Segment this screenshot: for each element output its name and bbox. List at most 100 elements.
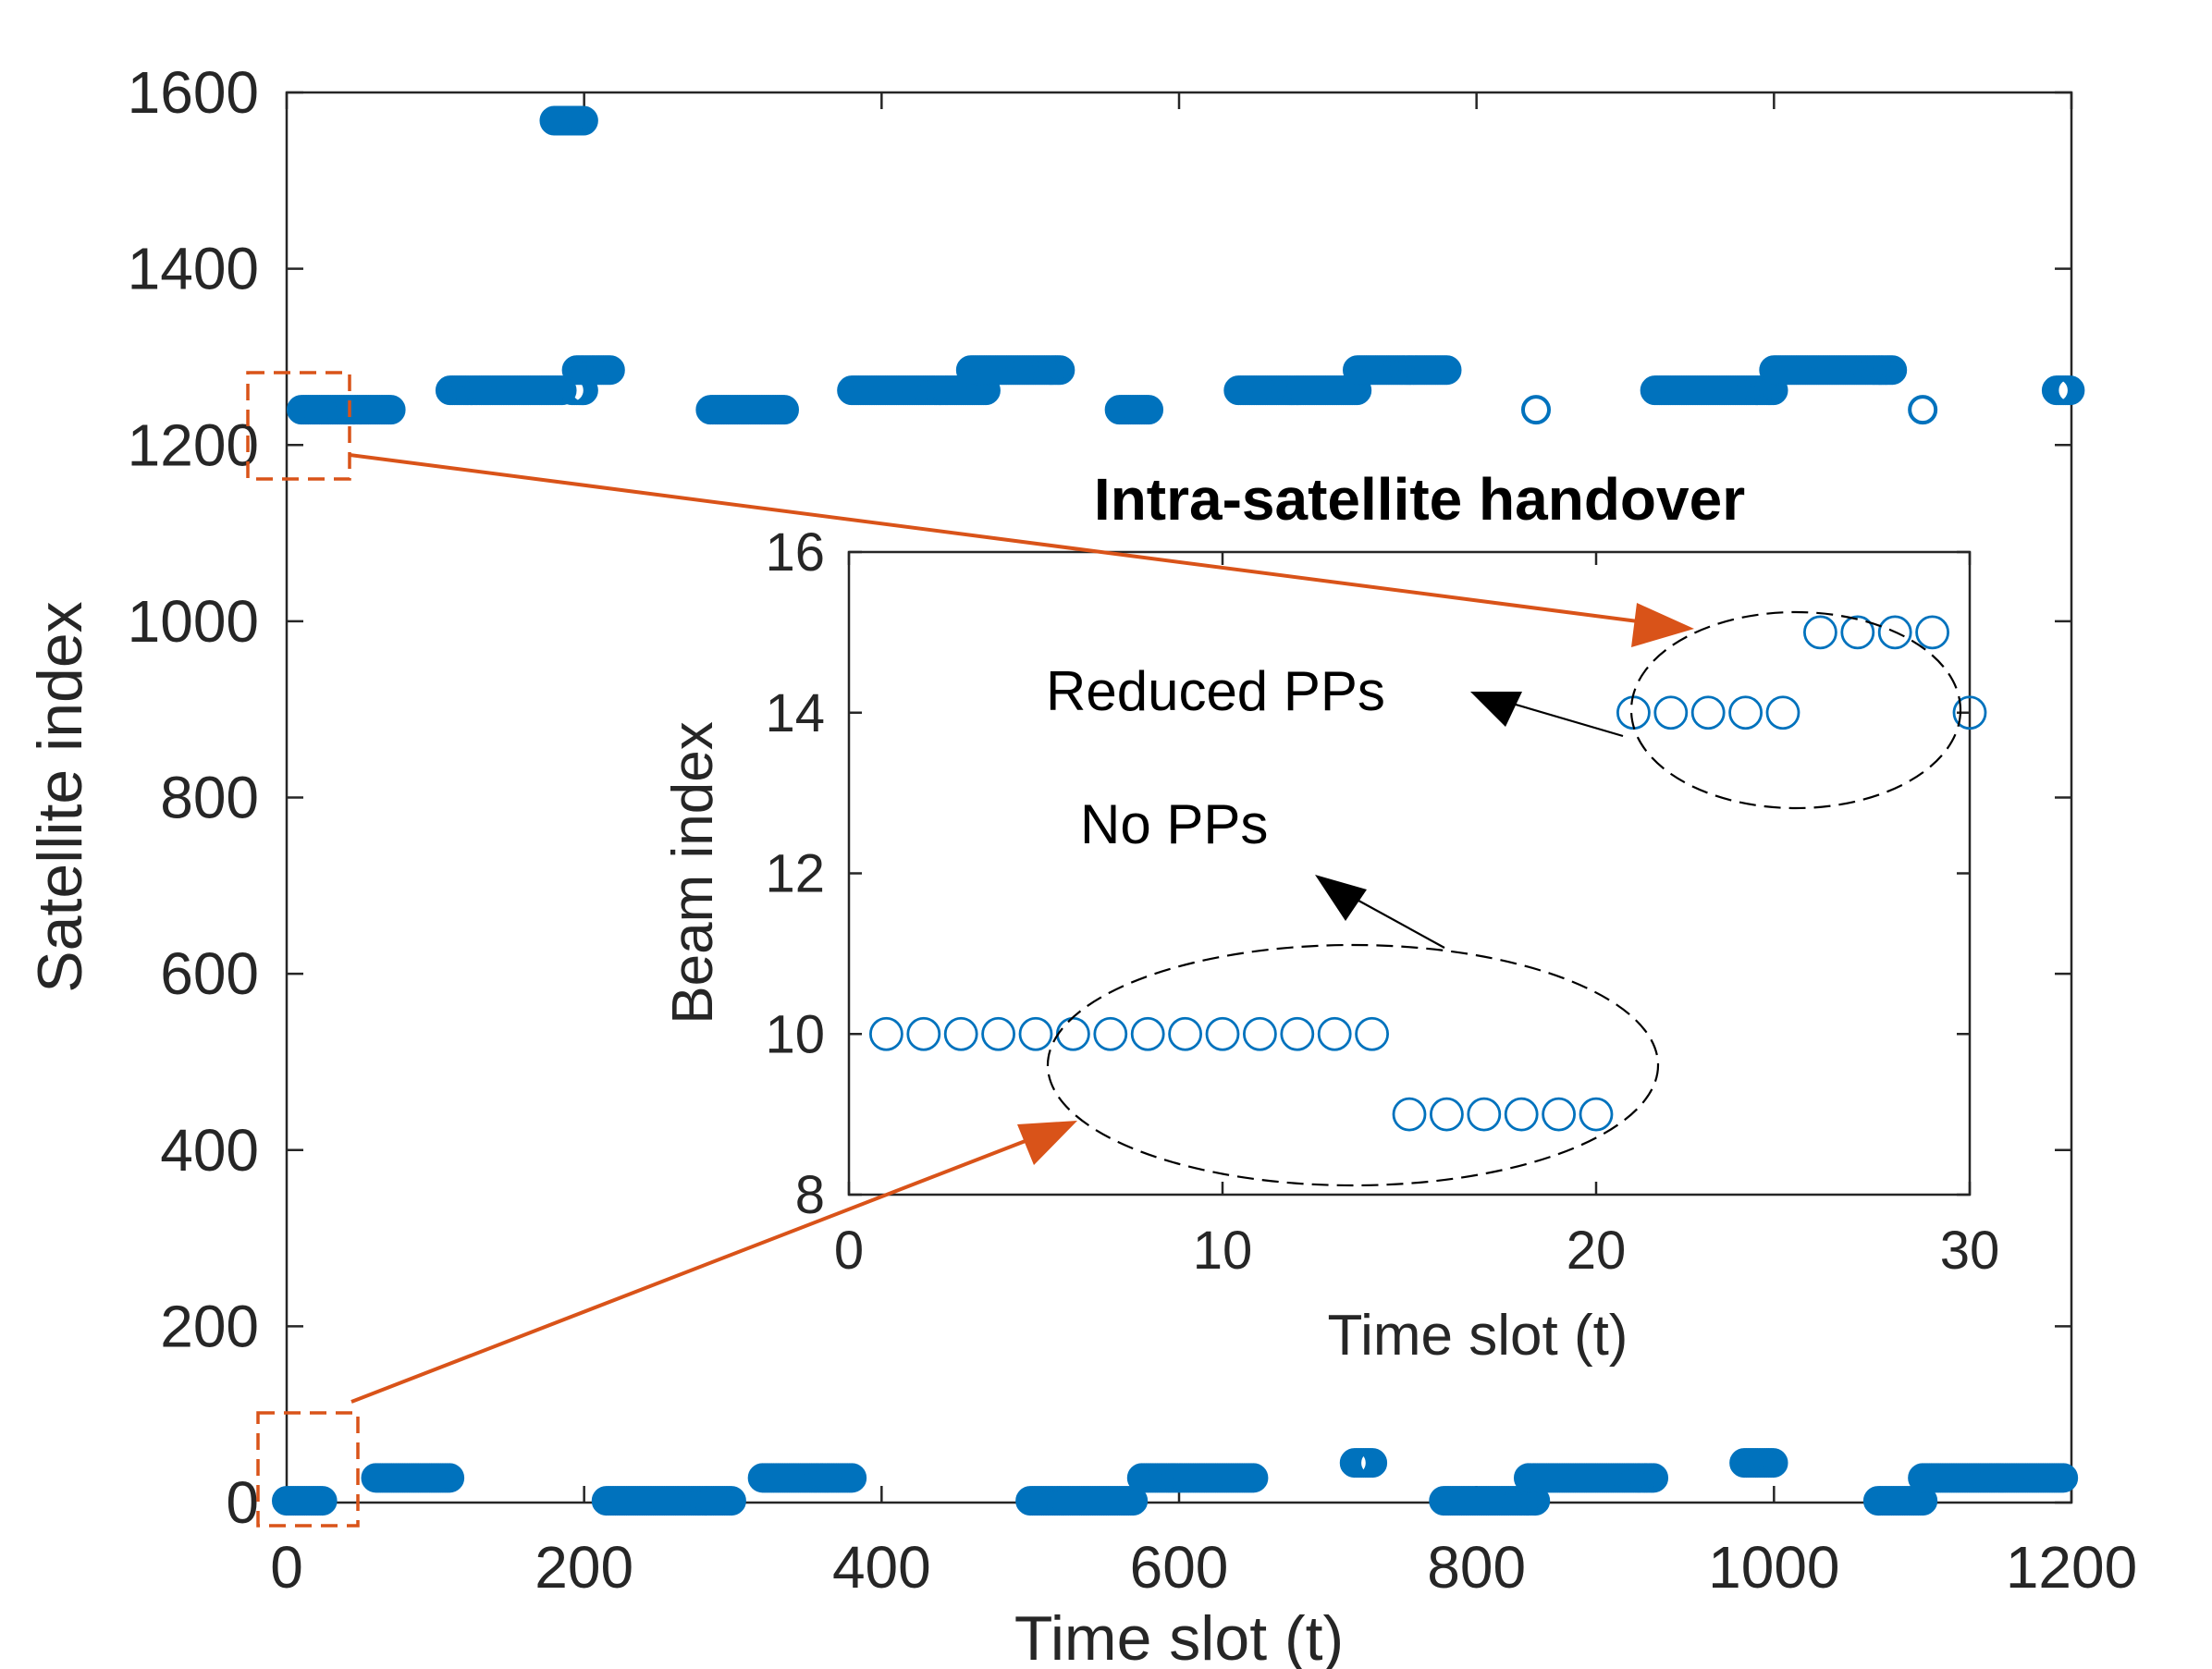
main-data-point [2055, 375, 2085, 406]
main-plot: 0 200 400 600 800 1000 1200 020040060080010001… [25, 59, 2137, 1669]
inset-x-tick-label: 10 [1193, 1221, 1253, 1281]
inset-data-point [1952, 695, 1987, 730]
main-x-tick-label: 1000 [1708, 1534, 1839, 1601]
inset-x-tick-label: 30 [1940, 1221, 2000, 1281]
inset-data-point [1205, 1016, 1240, 1051]
arrowhead-no-pps [1315, 875, 1367, 921]
inset-data-point [1392, 1097, 1427, 1132]
inset-y-tick-label: 8 [795, 1165, 825, 1225]
inset-data-point [1728, 695, 1763, 730]
inset-y-tick-label: 12 [765, 844, 825, 904]
main-data-point [1358, 1448, 1388, 1479]
main-data-point [375, 395, 406, 425]
main-data-point [568, 105, 598, 136]
inset-data-point [1765, 695, 1800, 730]
main-x-tick-label: 800 [1427, 1534, 1526, 1601]
arrowhead-reduced-pps [1470, 692, 1522, 727]
inset-data-point [1355, 1016, 1389, 1051]
inset-y-tick-label: 10 [765, 1004, 825, 1064]
inset-data-point [1317, 1016, 1352, 1051]
main-data-point [595, 355, 625, 386]
main-data-point [1908, 395, 1938, 425]
highlight-box-top [246, 371, 351, 481]
inset-data-point [1803, 615, 1837, 650]
inset-data-point [1467, 1097, 1502, 1132]
main-data-point [1238, 1463, 1269, 1493]
inset-data-point [1579, 1097, 1614, 1132]
main-data-point [1045, 355, 1075, 386]
main-data-point [307, 1486, 338, 1516]
ellipse-reduced-pps [1629, 610, 1962, 810]
main-data-point [1877, 355, 1908, 386]
main-y-tick-label: 1400 [128, 236, 259, 302]
zoom-arrowhead-top [1631, 603, 1694, 647]
inset-data-point [1430, 1097, 1464, 1132]
inset-data-point [1915, 615, 1950, 650]
main-data-point [1432, 355, 1462, 386]
main-data-point [1639, 1463, 1669, 1493]
inset-data-points [869, 615, 1987, 1132]
inset-data-point [1280, 1016, 1315, 1051]
inset-plot: 0 10 20 30 8 10 12 14 16 Intra-satellite handov… [661, 466, 1999, 1368]
main-data-points [272, 105, 2085, 1516]
zoom-arrowhead-bottom [1017, 1121, 1077, 1165]
main-x-tick-label: 1200 [2006, 1534, 2137, 1601]
inset-data-point [1130, 1016, 1165, 1051]
main-y-tick-label: 1000 [128, 588, 259, 655]
main-x-tick-label: 0 [270, 1534, 303, 1601]
main-data-point [547, 375, 577, 406]
annotation-reduced-pps: Reduced PPs [1046, 660, 1385, 722]
annotation-no-pps: No PPs [1080, 793, 1268, 855]
inset-tick-marks [847, 550, 1972, 1197]
inset-data-point [869, 1016, 903, 1051]
inset-y-tick-label: 16 [765, 522, 825, 583]
main-y-tick-label: 0 [226, 1469, 259, 1536]
inset-x-tick-labels: 0 10 20 30 [834, 1221, 1999, 1281]
inset-plot-frame [847, 550, 1972, 1197]
inset-data-point [1243, 1016, 1277, 1051]
main-data-point [837, 1463, 867, 1493]
inset-data-point [1542, 1097, 1576, 1132]
main-y-tick-label: 1200 [128, 411, 259, 478]
main-y-tick-labels: 0 200 400 600 800 1000 1200 1400 1600 [128, 59, 259, 1536]
main-y-tick-label: 1600 [128, 59, 259, 126]
inset-x-axis-label: Time slot (t) [1328, 1304, 1628, 1368]
zoom-arrow-bottom [350, 1124, 1064, 1404]
inset-x-tick-label: 0 [834, 1221, 864, 1281]
inset-data-point [1168, 1016, 1202, 1051]
main-x-tick-label: 600 [1130, 1534, 1229, 1601]
inset-data-point [1504, 1097, 1539, 1132]
main-data-point [1758, 1448, 1788, 1479]
inset-title: Intra-satellite handover [1094, 466, 1745, 533]
main-data-point [435, 1463, 465, 1493]
inset-y-tick-label: 14 [765, 683, 825, 743]
inset-data-point [906, 1016, 941, 1051]
main-data-point [1134, 395, 1164, 425]
highlight-box-bottom [256, 1411, 360, 1528]
main-data-point [768, 395, 799, 425]
main-y-tick-label: 400 [160, 1117, 259, 1184]
inset-data-point [1018, 1016, 1053, 1051]
main-x-tick-labels: 0 200 400 600 800 1000 1200 [270, 1534, 2137, 1601]
inset-x-tick-label: 20 [1567, 1221, 1627, 1281]
ellipse-no-pps [1046, 943, 1660, 1187]
main-data-point [716, 1486, 746, 1516]
zoom-arrow-top [349, 453, 1682, 629]
inset-data-point [1877, 615, 1912, 650]
main-y-tick-label: 200 [160, 1293, 259, 1359]
main-x-tick-label: 400 [832, 1534, 931, 1601]
main-x-tick-label: 200 [535, 1534, 633, 1601]
main-x-axis-label: Time slot (t) [1014, 1603, 1344, 1669]
main-data-point [1521, 395, 1551, 425]
inset-data-point [1690, 695, 1726, 730]
inset-y-axis-label: Beam index [661, 721, 725, 1024]
main-y-axis-label: Satellite index [25, 601, 95, 992]
inset-y-tick-labels: 8 10 12 14 16 [765, 522, 825, 1225]
inset-data-point [943, 1016, 978, 1051]
main-data-point [2048, 1463, 2079, 1493]
main-y-tick-label: 600 [160, 940, 259, 1007]
main-y-tick-label: 800 [160, 765, 259, 831]
inset-data-point [981, 1016, 1015, 1051]
inset-data-point [1840, 615, 1875, 650]
